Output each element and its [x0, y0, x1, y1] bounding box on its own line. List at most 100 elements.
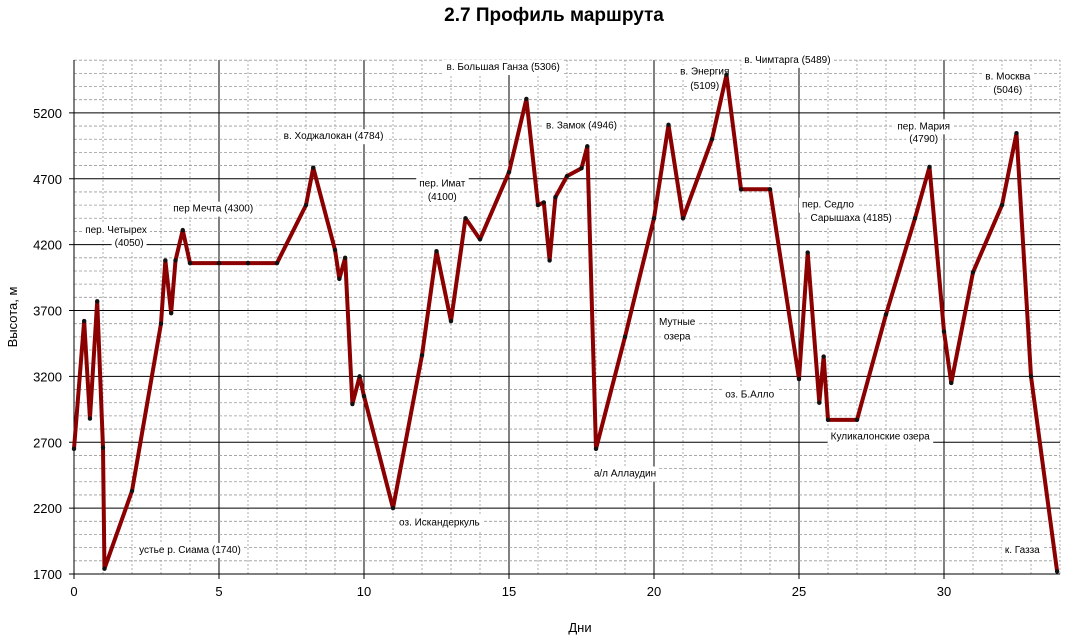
data-point	[524, 96, 529, 102]
data-point	[337, 276, 342, 282]
data-point	[350, 401, 355, 407]
annotation: Мутные	[656, 314, 699, 330]
annotation-label: оз. Б.Алло	[725, 389, 774, 400]
annotation-box	[982, 69, 1034, 85]
annotation-box	[660, 329, 694, 345]
annotation-label: в. Замок (4946)	[546, 121, 617, 132]
data-point	[854, 417, 860, 423]
annotation-box	[906, 131, 942, 147]
data-point	[821, 354, 826, 359]
data-point	[553, 194, 558, 200]
data-point	[651, 216, 657, 221]
annotation-box	[136, 542, 244, 558]
data-point	[390, 505, 396, 511]
tick-labels: 0 5 10 15 20 25 30 1700 2200 2700 3200 3700 4200 4700…	[33, 106, 951, 599]
data-point	[817, 400, 822, 405]
data-point	[158, 321, 164, 326]
annotation-label: в. Москва	[985, 71, 1030, 82]
annotation-box	[280, 129, 387, 145]
annotation-label: в. Большая Ганза (5306)	[447, 62, 560, 73]
annotation-box	[82, 222, 150, 238]
data-point	[949, 380, 954, 386]
data-point	[1014, 130, 1019, 136]
data-point	[585, 144, 590, 149]
annotation: (4790)	[906, 131, 942, 147]
annotation-box	[677, 64, 733, 80]
annotation-box	[396, 515, 483, 531]
x-tick-label: 5	[215, 584, 222, 599]
data-point	[796, 376, 802, 382]
annotation: пер Мечта (4300)	[170, 201, 257, 217]
annotation-label: устье р. Сиама (1740)	[139, 545, 241, 556]
x-tick-label: 10	[357, 584, 371, 599]
annotation: пер. Мария	[894, 119, 954, 135]
annotation: в. Ходжалокан (4784)	[280, 129, 387, 145]
data-point	[593, 446, 599, 452]
data-point	[738, 187, 744, 192]
annotation-box	[798, 197, 858, 213]
annotation-label: (5109)	[690, 81, 719, 92]
annotation: в. Большая Ганза (5306)	[443, 60, 563, 76]
annotation: в. Энергия	[677, 64, 733, 80]
annotations: пер. Четырех (4050) пер Мечта (4300) в. Ход…	[82, 52, 1044, 558]
data-point	[622, 334, 628, 340]
y-tick-label: 5200	[33, 106, 62, 121]
annotation-label: озера	[664, 331, 691, 342]
annotation-label: Сарышаха (4185)	[811, 213, 892, 224]
grid-lines	[74, 59, 1061, 574]
annotation: (5109)	[687, 79, 723, 95]
annotation: оз. Искандеркуль	[396, 515, 483, 531]
data-point	[245, 260, 251, 266]
annotation-box	[416, 176, 469, 192]
data-point	[970, 270, 976, 275]
data-point	[535, 202, 541, 208]
data-point	[102, 566, 107, 571]
annotation: в. Чимтарга (5489)	[741, 52, 834, 68]
annotation-label: пер Мечта (4300)	[173, 204, 253, 215]
data-point	[173, 258, 178, 263]
data-point	[724, 72, 729, 77]
annotation-box	[443, 60, 563, 76]
annotation-label: оз. Искандеркуль	[399, 517, 480, 528]
data-point	[419, 353, 425, 358]
data-point	[1028, 374, 1034, 379]
data-point	[680, 216, 686, 221]
annotation: (5046)	[990, 83, 1026, 99]
annotation: (4050)	[111, 235, 147, 251]
data-point	[709, 137, 715, 142]
annotation-label: (5046)	[993, 85, 1022, 96]
annotation-label: пер. Мария	[897, 121, 950, 132]
data-point	[332, 247, 338, 253]
annotation: устье р. Сиама (1740)	[136, 542, 244, 558]
annotation: Сарышаха (4185)	[807, 210, 895, 226]
data-point	[1054, 569, 1060, 574]
x-tick-label: 25	[792, 584, 806, 599]
data-point	[434, 249, 439, 254]
data-point	[303, 202, 309, 208]
y-tick-label: 3700	[33, 304, 62, 319]
annotation-box	[807, 210, 895, 226]
data-point	[95, 299, 100, 304]
annotation-label: в. Энергия	[680, 67, 729, 78]
y-tick-label: 2200	[33, 501, 62, 516]
annotation-box	[590, 466, 660, 482]
y-tick-label: 1700	[33, 567, 62, 582]
annotation: в. Москва	[982, 69, 1034, 85]
x-tick-label: 15	[502, 584, 516, 599]
annotation-label: (4050)	[115, 238, 144, 249]
x-tick-label: 0	[70, 584, 77, 599]
data-point	[767, 187, 773, 192]
data-point	[100, 445, 106, 450]
annotation: Куликалонские озера	[827, 429, 934, 445]
data-point	[342, 255, 348, 260]
x-axis-label: Дни	[568, 620, 591, 635]
data-point	[129, 488, 135, 494]
data-point	[999, 202, 1005, 208]
data-point	[71, 446, 77, 452]
data-point	[87, 416, 93, 421]
data-point	[357, 374, 362, 379]
series-group	[71, 72, 1060, 574]
annotation-box	[722, 387, 778, 403]
annotation-label: к. Газза	[1005, 545, 1040, 556]
annotation-label: Мутные	[659, 317, 696, 328]
